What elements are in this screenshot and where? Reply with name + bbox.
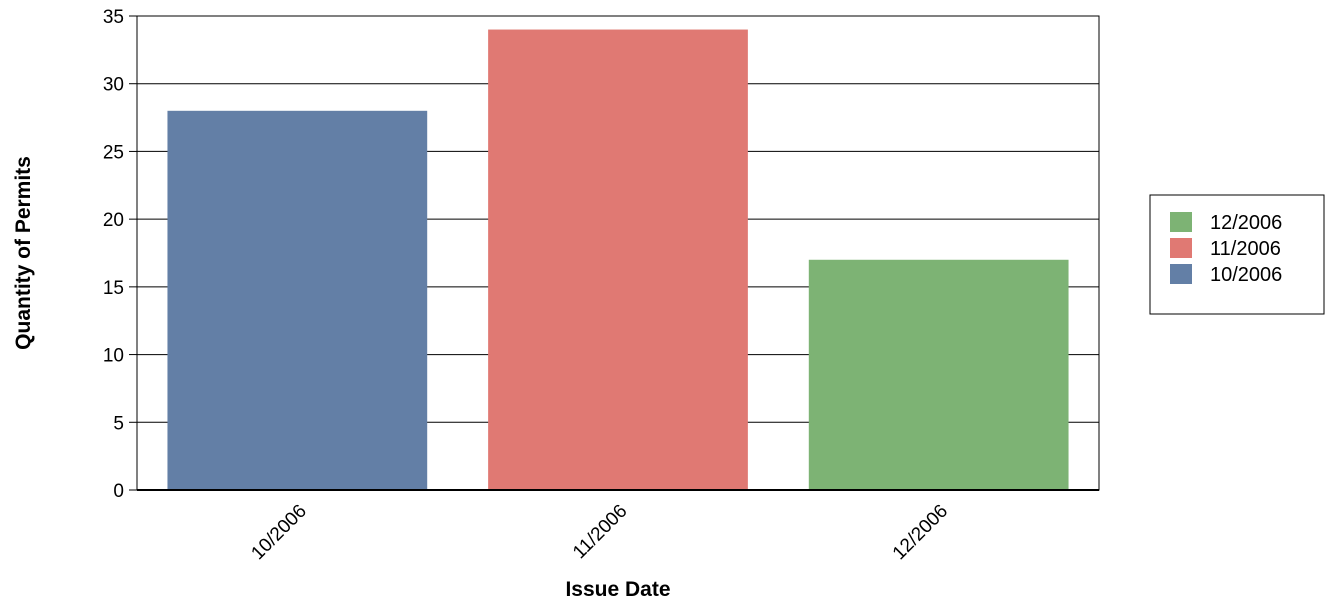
legend-label: 10/2006 [1210, 264, 1282, 286]
y-tick-label: 15 [103, 278, 124, 299]
bar-12-2006 [808, 259, 1069, 490]
x-tick-label: 10/2006 [247, 501, 310, 564]
legend-label: 12/2006 [1210, 212, 1282, 234]
x-axis-ticks: 10/2006 11/2006 12/2006 [247, 501, 952, 564]
y-axis-ticks: 0 5 10 15 20 25 30 35 [103, 7, 137, 502]
legend: 12/2006 11/2006 10/2006 [1149, 194, 1325, 315]
legend-swatch [1170, 264, 1192, 284]
legend-swatch [1170, 238, 1192, 258]
bar-11-2006 [488, 29, 748, 491]
y-tick-label: 20 [103, 210, 124, 231]
legend-swatch [1170, 212, 1192, 232]
legend-label: 11/2006 [1210, 238, 1281, 260]
x-axis-title: Issue Date [565, 578, 670, 601]
x-tick-label: 12/2006 [889, 501, 952, 564]
y-tick-label: 0 [113, 481, 124, 502]
y-tick-label: 35 [103, 7, 124, 28]
y-axis-title: Quantity of Permits [12, 156, 35, 350]
bar-10-2006 [167, 110, 428, 491]
x-tick-label: 11/2006 [569, 501, 631, 563]
bars [167, 29, 1069, 491]
y-tick-label: 10 [103, 346, 124, 367]
y-tick-label: 30 [103, 75, 124, 96]
y-tick-label: 25 [103, 142, 124, 163]
y-tick-label: 5 [113, 413, 124, 434]
